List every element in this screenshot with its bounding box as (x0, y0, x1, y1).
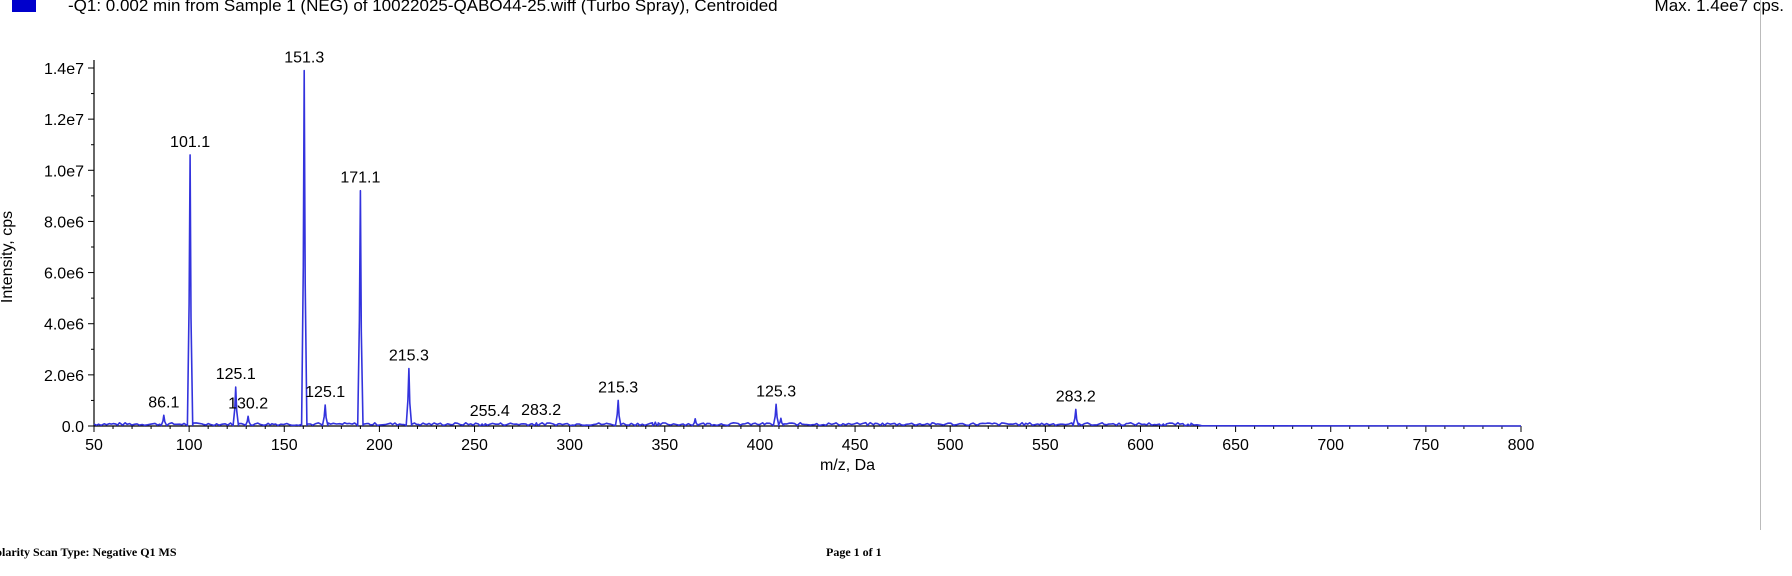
panel-border (1760, 0, 1761, 530)
x-tick-label: 200 (366, 437, 393, 454)
x-tick-label: 650 (1222, 437, 1249, 454)
x-tick-label: 150 (271, 437, 298, 454)
y-tick-label: 0.0 (62, 419, 84, 436)
x-tick-label: 350 (651, 437, 678, 454)
spectrum-chart: 50 100 150 200 250 300 350 400 450 500 550 600 650 70… (0, 50, 1535, 474)
y-tick-label: 1.4e7 (44, 61, 84, 78)
y-tick-label: 2.0e6 (44, 368, 84, 385)
y-tick-label: 1.0e7 (44, 163, 84, 180)
peak-label: 171.1 (340, 170, 380, 187)
peak-label: 86.1 (148, 394, 179, 411)
x-tick-label: 500 (937, 437, 964, 454)
x-axis-label: m/z, Da (820, 457, 875, 474)
x-tick-label: 450 (842, 437, 869, 454)
y-tick-label: 8.0e6 (44, 214, 84, 231)
y-axis-label: Intensity, cps (0, 211, 16, 303)
peak-label: 130.2 (228, 395, 268, 412)
chart-header-title: -Q1: 0.002 min from Sample 1 (NEG) of 10… (68, 0, 778, 15)
x-tick-label: 250 (461, 437, 488, 454)
y-tick-label: 6.0e6 (44, 266, 84, 283)
x-tick-label: 100 (176, 437, 203, 454)
peak-label: 283.2 (1056, 388, 1096, 405)
peak-label: 215.3 (389, 347, 429, 364)
x-tick-label: 600 (1127, 437, 1154, 454)
y-tick-label: 4.0e6 (44, 317, 84, 334)
legend-swatch (12, 0, 36, 12)
x-tick-label: 750 (1413, 437, 1440, 454)
page-number-footer: Page 1 of 1 (826, 545, 882, 559)
peak-label: 125.3 (756, 383, 796, 400)
x-tick-label: 300 (556, 437, 583, 454)
x-tick-label: 50 (85, 437, 103, 454)
peak-label: 125.1 (216, 366, 256, 383)
x-tick-label: 700 (1317, 437, 1344, 454)
x-tick-label: 800 (1508, 437, 1535, 454)
x-tick-label: 400 (747, 437, 774, 454)
peak-label: 101.1 (170, 134, 210, 151)
peak-label: 151.3 (284, 50, 324, 67)
peak-label: 125.1 (305, 384, 345, 401)
peak-label: 283.2 (521, 402, 561, 419)
y-tick-label: 1.2e7 (44, 112, 84, 129)
spectrum-trace (93, 69, 1522, 427)
peak-label: 255.4 (470, 403, 510, 420)
x-tick-label: 550 (1032, 437, 1059, 454)
peak-label: 215.3 (598, 379, 638, 396)
max-intensity-label: Max. 1.4ee7 cps. (1654, 0, 1784, 15)
scan-type-footer: olarity Scan Type: Negative Q1 MS (0, 545, 177, 559)
